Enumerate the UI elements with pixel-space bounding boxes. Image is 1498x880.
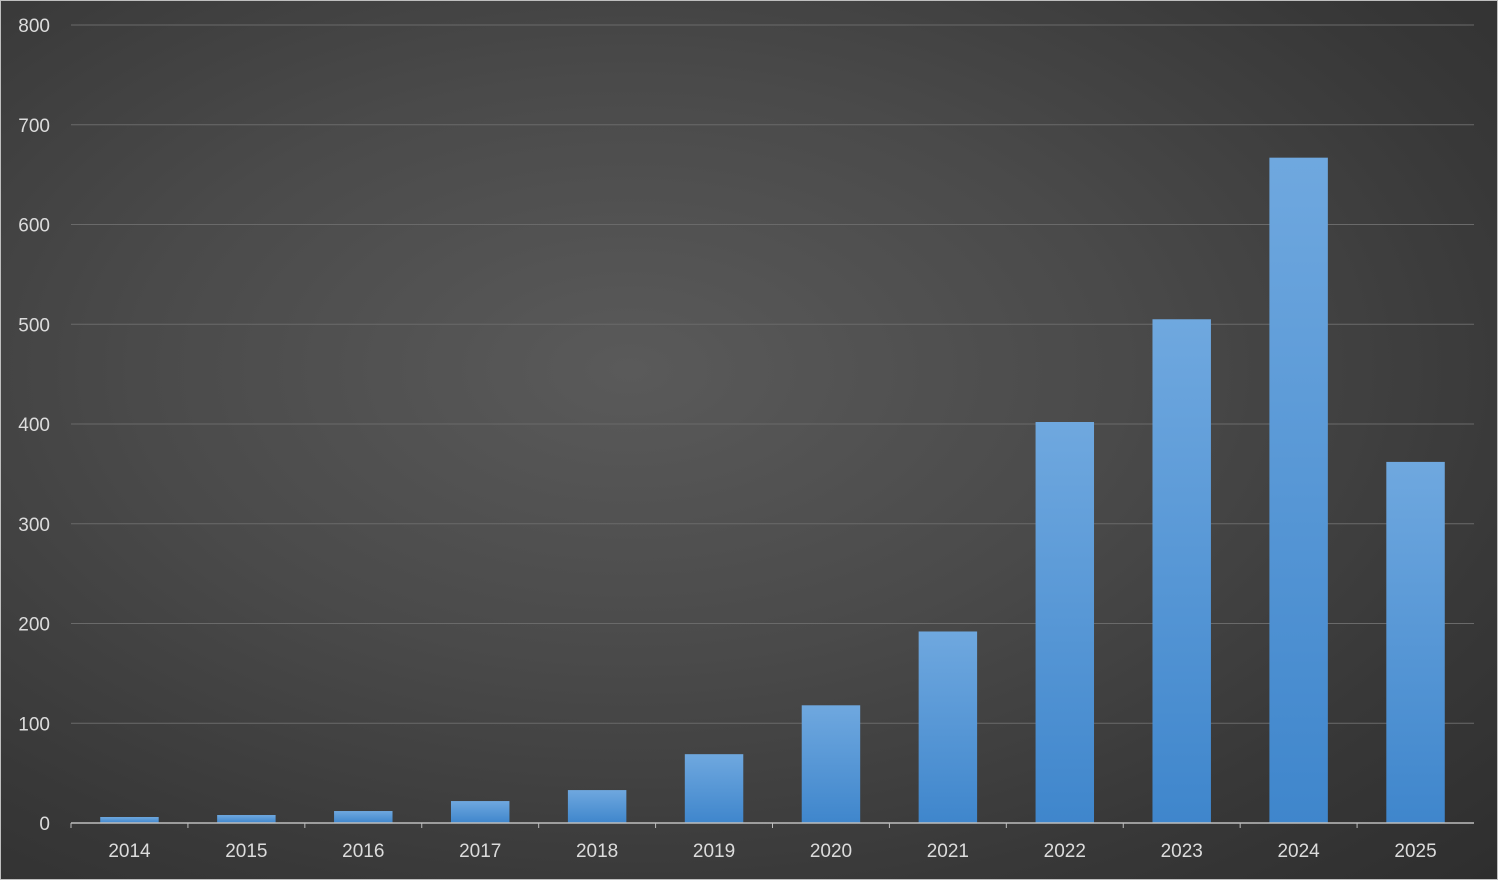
gridlines <box>71 24 1474 724</box>
bar-2021 <box>918 631 978 823</box>
y-tick-label: 100 <box>18 714 50 735</box>
bar-2014 <box>100 817 159 823</box>
y-tick-label: 0 <box>39 814 50 835</box>
x-tick-label: 2021 <box>927 841 969 862</box>
y-tick-label: 500 <box>18 315 50 336</box>
x-tick-label: 2015 <box>225 841 267 862</box>
y-tick-label: 800 <box>18 16 50 37</box>
bar-2023 <box>1152 319 1211 823</box>
bar-2020 <box>801 705 861 823</box>
bar-2022 <box>1035 422 1095 823</box>
x-tick-label: 2017 <box>459 841 501 862</box>
x-axis-ticks: 2014 2015 2016 2017 2018 2019 2020 2021 2022 2023… <box>108 841 1436 862</box>
bar-2019 <box>684 754 744 823</box>
y-tick-label: 400 <box>18 415 50 436</box>
bars <box>100 157 1445 824</box>
bar-2025 <box>1386 461 1445 823</box>
y-tick-label: 600 <box>18 216 50 237</box>
x-axis <box>70 822 1474 828</box>
x-tick-label: 2020 <box>810 841 852 862</box>
y-tick-label: 200 <box>18 615 50 636</box>
y-tick-label: 700 <box>18 116 50 137</box>
x-tick-label: 2018 <box>576 841 618 862</box>
x-tick-label: 2014 <box>108 841 151 862</box>
bar-2017 <box>450 801 510 823</box>
bar-2024 <box>1269 157 1328 824</box>
x-tick-label: 2016 <box>342 841 384 862</box>
bar-2016 <box>334 811 393 823</box>
x-tick-label: 2025 <box>1394 841 1436 862</box>
bar-2018 <box>567 790 627 823</box>
y-tick-label: 300 <box>18 515 50 536</box>
bar-2015 <box>217 815 276 823</box>
x-tick-label: 2023 <box>1161 841 1203 862</box>
y-axis-ticks: 0 100 200 300 400 500 600 700 800 <box>18 16 50 835</box>
x-tick-label: 2019 <box>693 841 735 862</box>
x-tick-label: 2024 <box>1277 841 1320 862</box>
x-tick-label: 2022 <box>1044 841 1086 862</box>
